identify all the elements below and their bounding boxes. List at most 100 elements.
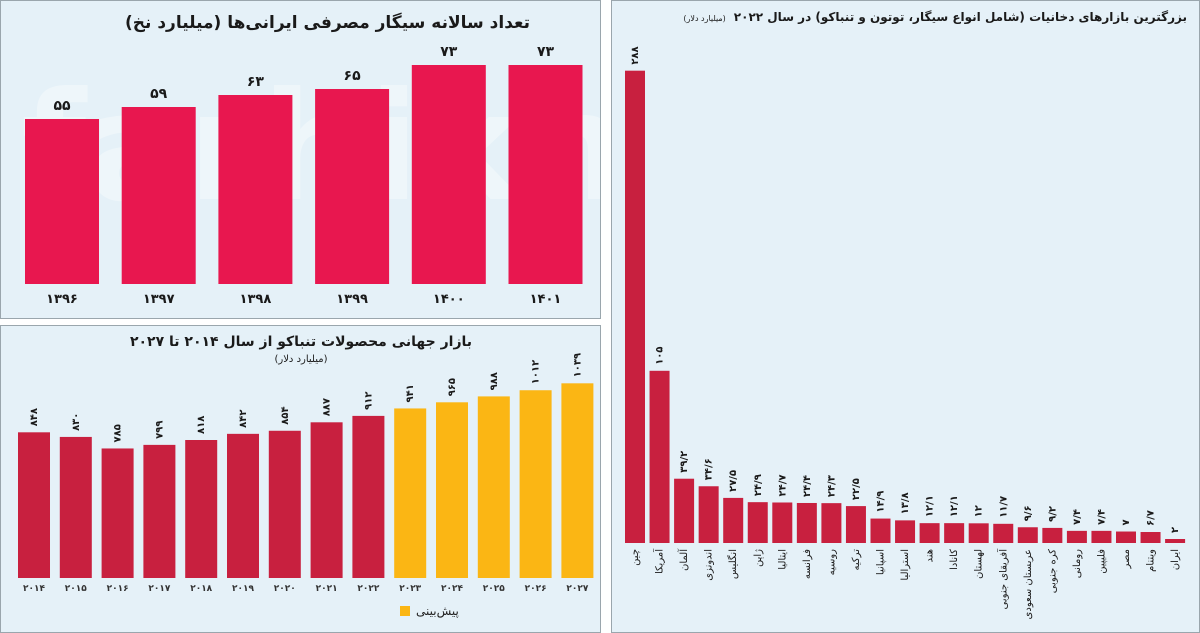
bar — [1116, 531, 1136, 543]
bar — [394, 408, 427, 578]
data-label: ۷۹۹ — [154, 421, 165, 439]
x-tick-label: ۱۳۹۸ — [240, 292, 272, 307]
data-label: ۷۳ — [440, 44, 458, 60]
x-tick-label: ۲۰۲۴ — [441, 584, 463, 594]
data-label: ۹/۶ — [1023, 505, 1034, 521]
x-tick-label: فرانسه — [802, 549, 813, 579]
data-label: ۱۰۱۲ — [531, 360, 542, 384]
data-label: ۱۴/۹ — [876, 491, 887, 513]
bar — [747, 502, 768, 543]
data-label: ۹۶۵ — [447, 378, 458, 396]
x-tick-label: رومانی — [1072, 549, 1083, 578]
data-label: ۱۳/۸ — [900, 492, 911, 514]
bar — [436, 402, 468, 578]
x-tick-label: ایران — [1170, 549, 1181, 570]
data-label: ۲۴/۳ — [826, 475, 837, 497]
x-tick-label: آفریقای جنوبی — [996, 548, 1009, 610]
x-tick-label: ۱۳۹۶ — [46, 292, 78, 307]
bar — [18, 432, 50, 578]
x-tick-label: ویتنام — [1146, 549, 1157, 572]
bar — [25, 119, 99, 284]
bar — [772, 502, 793, 543]
data-label: ۷ — [1121, 519, 1132, 525]
x-tick-label: ۲۰۱۸ — [190, 584, 212, 594]
x-tick-label: ۲۰۱۹ — [232, 584, 254, 594]
data-label: ۶۳ — [247, 74, 265, 90]
data-label: ۸۴۸ — [29, 408, 40, 426]
bar — [845, 506, 866, 543]
data-label: ۳۴/۶ — [704, 458, 715, 480]
x-tick-label: ژاپن — [753, 549, 764, 567]
data-label: ۹۸۸ — [489, 372, 500, 390]
x-tick-label: ۲۰۲۱ — [316, 584, 338, 594]
data-label: ۹/۲ — [1047, 506, 1058, 522]
data-label: ۲۲/۵ — [851, 478, 862, 500]
data-label: ۱۰۵ — [655, 346, 666, 364]
data-label: ۱۰۳۹ — [572, 353, 583, 377]
x-tick-label: ترکیه — [851, 549, 862, 571]
chart-title: بازار جهانی محصولات تنباکو از سال ۲۰۱۴ ت… — [129, 334, 473, 350]
data-label: ۸۵۴ — [280, 406, 291, 424]
x-tick-label: ۱۳۹۷ — [143, 292, 175, 307]
bar — [121, 107, 196, 284]
data-label: ۲۴/۷ — [777, 475, 788, 497]
bar — [1165, 539, 1186, 543]
x-tick-label: انگلیس — [727, 549, 739, 579]
x-tick-label: روسیه — [826, 549, 837, 576]
data-label: ۷/۴ — [1096, 509, 1107, 525]
x-tick-label: فلیپین — [1096, 549, 1107, 574]
bar — [1066, 530, 1087, 543]
x-tick-label: ۲۰۲۷ — [566, 584, 588, 594]
x-tick-label: ۲۰۲۲ — [357, 584, 379, 594]
x-tick-label: آمریکا — [653, 548, 666, 574]
data-label: ۶۵ — [344, 68, 362, 84]
chart-title-block: بزرگترین بازارهای دخانیات (شامل انواع سی… — [683, 10, 1187, 24]
data-label: ۲۷/۵ — [728, 470, 739, 492]
data-label: ۸۸۷ — [322, 398, 333, 416]
x-tick-label: ۱۴۰۰ — [433, 292, 465, 307]
x-tick-label: ۲۰۲۰ — [274, 584, 296, 594]
x-tick-label: کره جنوبی — [1047, 549, 1058, 593]
bar — [268, 430, 301, 578]
bar — [674, 478, 695, 543]
bar — [310, 422, 343, 578]
bar — [870, 518, 891, 543]
chart-title: بزرگترین بازارهای دخانیات (شامل انواع سی… — [733, 10, 1187, 24]
data-label: ۹۱۲ — [363, 392, 374, 410]
data-label: ۸۴۲ — [238, 410, 249, 428]
bar — [101, 448, 134, 578]
bar — [508, 65, 583, 284]
x-tick-label: اسپانیا — [876, 549, 887, 575]
data-label: ۷۸۵ — [113, 424, 124, 442]
bar — [218, 95, 293, 284]
bar — [993, 523, 1014, 543]
data-label: ۵۵ — [53, 98, 71, 114]
data-label: ۹۴۱ — [405, 384, 416, 402]
bar — [352, 415, 385, 578]
bar — [227, 433, 259, 578]
bar — [315, 89, 390, 284]
bar — [411, 65, 486, 284]
data-label: ۱۲/۱ — [925, 495, 936, 517]
bar — [968, 523, 989, 543]
x-tick-label: چین — [630, 549, 641, 566]
x-tick-label: لهستان — [974, 549, 985, 579]
bar — [944, 523, 965, 543]
chart-title-block: بازار جهانی محصولات تنباکو از سال ۲۰۱۴ ت… — [1, 334, 600, 365]
bar — [649, 370, 670, 543]
x-tick-label: هند — [925, 549, 936, 563]
data-label: ۱۱/۷ — [998, 496, 1009, 518]
bar — [143, 444, 176, 578]
x-tick-label: عربستان سعودی — [1023, 549, 1034, 619]
data-label: ۳۹/۲ — [679, 451, 690, 473]
bar — [895, 520, 916, 543]
x-tick-label: ایتالیا — [777, 549, 788, 570]
cigarette-consumption-panel: farhikhtegan ۵۵۱۳۹۶۵۹۱۳۹۷۶۳۱۳۹۸۶۵۱۳۹۹۷۳۱… — [0, 0, 601, 319]
bar — [477, 396, 510, 578]
cigarette-consumption-chart: ۵۵ ۱۳۹۶ ۵۹ ۱۳۹۷ ۶۳ ۱۳۹۸ ۶۵ ۱۳۹۹ ۷۳ ۱۴۰۰ ۷۳ ۱۴۰۱ — [25, 44, 583, 307]
x-tick-label: ۲۰۱۵ — [65, 584, 87, 594]
global-tobacco-market-panel: ۸۴۸ ۲۰۱۴ ۸۳۰ ۲۰۱۵ ۷۸۵ ۲۰۱۶ ۷۹۹ ۲۰۱۷ ۸۱۸ ۲۰۱۸ ۸۴۲ ۲۰… — [0, 325, 601, 633]
bar — [796, 502, 817, 543]
data-label: ۸۳۰ — [71, 413, 82, 431]
bar — [519, 390, 552, 578]
